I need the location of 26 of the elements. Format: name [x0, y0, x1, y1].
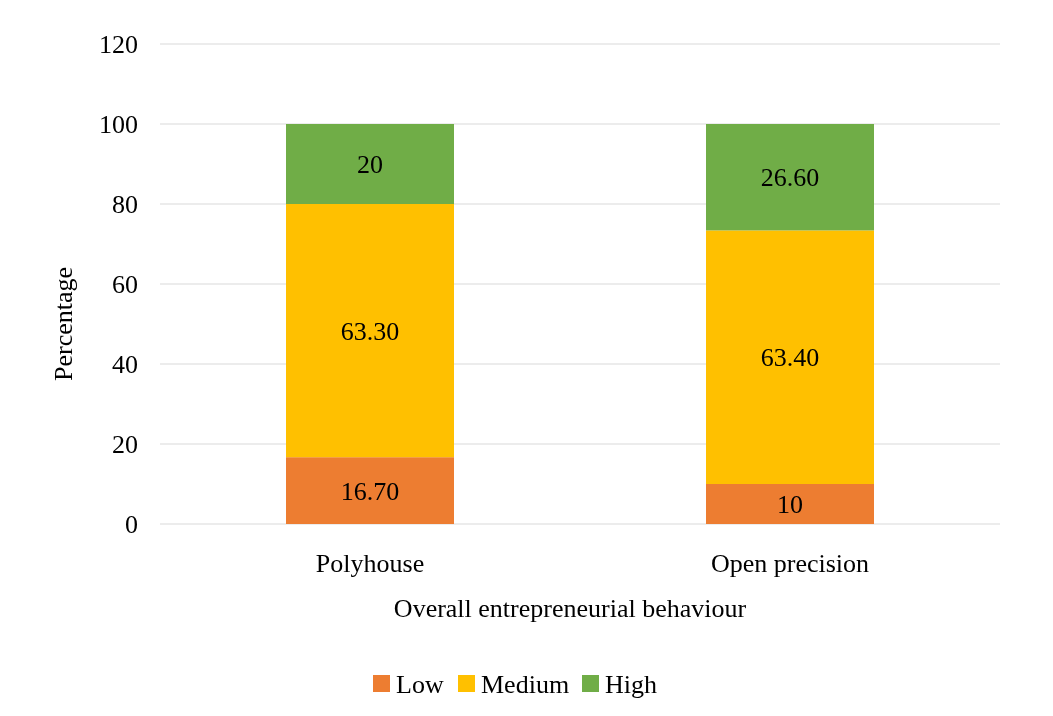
- data-label: 10: [777, 490, 803, 520]
- data-label: 20: [357, 150, 383, 180]
- data-label: 63.40: [760, 343, 820, 373]
- y-tick-label: 40: [112, 350, 138, 380]
- data-label: 16.70: [340, 476, 400, 506]
- bar: [286, 457, 454, 524]
- bar: [286, 204, 454, 458]
- legend-label: Low: [396, 670, 444, 700]
- x-tick-label: Polyhouse: [315, 549, 425, 578]
- bar: [706, 484, 874, 524]
- y-tick-label: 20: [112, 430, 138, 460]
- data-label: 26.60: [760, 163, 820, 193]
- y-tick-label: 60: [112, 270, 138, 300]
- x-axis-title: Overall entrepreneurial behaviour: [393, 594, 747, 623]
- y-axis-title: Percentage: [49, 266, 78, 382]
- y-tick-label: 100: [99, 110, 138, 140]
- bar: [706, 124, 874, 231]
- y-tick-label: 120: [99, 30, 138, 60]
- y-tick-label: 0: [125, 510, 138, 540]
- legend-label: High: [605, 670, 657, 700]
- legend-label: Medium: [481, 670, 570, 700]
- bar: [706, 230, 874, 484]
- x-tick-label: Open precision: [710, 549, 870, 578]
- data-label: 63.30: [340, 316, 400, 346]
- y-tick-label: 80: [112, 190, 138, 220]
- bar: [286, 124, 454, 204]
